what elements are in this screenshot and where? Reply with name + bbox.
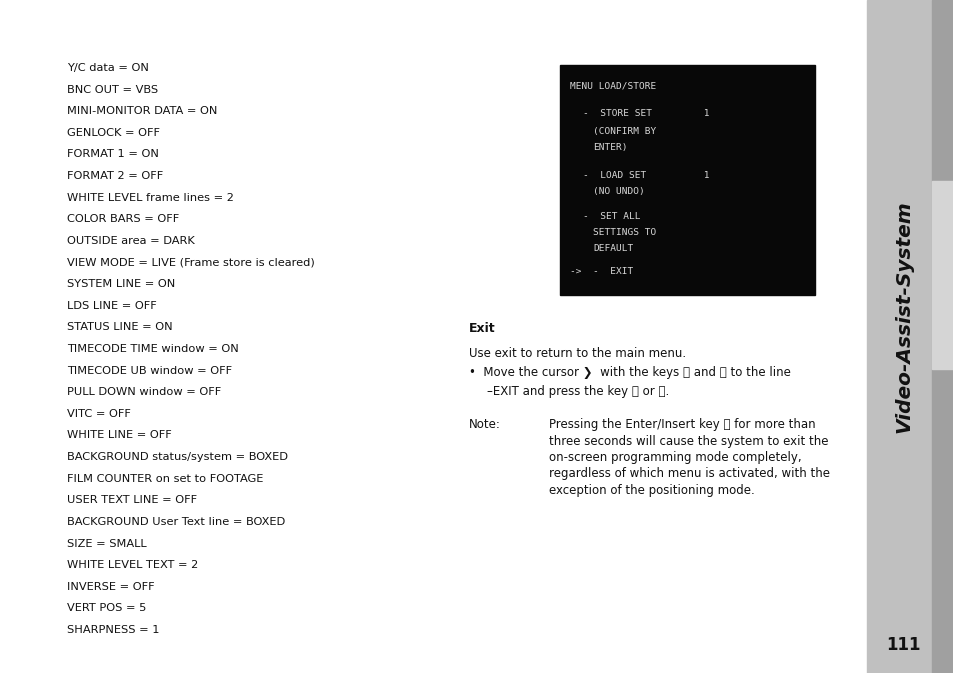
Text: BNC OUT = VBS: BNC OUT = VBS	[67, 85, 158, 95]
Text: three seconds will cause the system to exit the: three seconds will cause the system to e…	[548, 435, 827, 448]
Text: DEFAULT: DEFAULT	[593, 244, 633, 254]
Bar	[931, 181, 953, 369]
Text: •  Move the cursor ❯  with the keys ⒲ and ⒳ to the line: • Move the cursor ❯ with the keys ⒲ and …	[469, 366, 790, 379]
Text: VIEW MODE = LIVE (Frame store is cleared): VIEW MODE = LIVE (Frame store is cleared…	[67, 258, 314, 268]
Text: Y/C data = ON: Y/C data = ON	[67, 63, 149, 73]
Text: USER TEXT LINE = OFF: USER TEXT LINE = OFF	[67, 495, 197, 505]
Text: (CONFIRM BY: (CONFIRM BY	[593, 127, 656, 136]
Text: VERT POS = 5: VERT POS = 5	[67, 604, 146, 613]
Text: 111: 111	[885, 636, 920, 654]
Text: -  SET ALL: - SET ALL	[582, 212, 639, 221]
Text: VITC = OFF: VITC = OFF	[67, 409, 131, 419]
Text: WHITE LEVEL TEXT = 2: WHITE LEVEL TEXT = 2	[67, 560, 198, 570]
Bar	[559, 65, 814, 295]
Text: SYSTEM LINE = ON: SYSTEM LINE = ON	[67, 279, 175, 289]
Text: INVERSE = OFF: INVERSE = OFF	[67, 581, 154, 592]
Text: TIMECODE UB window = OFF: TIMECODE UB window = OFF	[67, 365, 232, 376]
Text: on-screen programming mode completely,: on-screen programming mode completely,	[548, 451, 801, 464]
Text: TIMECODE TIME window = ON: TIMECODE TIME window = ON	[67, 344, 238, 354]
Text: Note:: Note:	[469, 418, 500, 431]
Text: -  STORE SET         1: - STORE SET 1	[582, 109, 709, 118]
Text: PULL DOWN window = OFF: PULL DOWN window = OFF	[67, 387, 221, 397]
Text: exception of the positioning mode.: exception of the positioning mode.	[548, 484, 754, 497]
Text: FORMAT 2 = OFF: FORMAT 2 = OFF	[67, 171, 163, 181]
Text: ENTER): ENTER)	[593, 143, 627, 152]
Text: SIZE = SMALL: SIZE = SMALL	[67, 538, 147, 548]
Text: -  LOAD SET          1: - LOAD SET 1	[582, 171, 709, 180]
Text: WHITE LEVEL frame lines = 2: WHITE LEVEL frame lines = 2	[67, 192, 233, 203]
Text: MENU LOAD/STORE: MENU LOAD/STORE	[570, 81, 656, 90]
Text: Exit: Exit	[469, 322, 496, 335]
Text: MINI-MONITOR DATA = ON: MINI-MONITOR DATA = ON	[67, 106, 217, 116]
Text: –EXIT and press the key ⒴ or ⒵.: –EXIT and press the key ⒴ or ⒵.	[486, 385, 669, 398]
Text: SHARPNESS = 1: SHARPNESS = 1	[67, 625, 159, 635]
Text: COLOR BARS = OFF: COLOR BARS = OFF	[67, 214, 179, 224]
Bar	[931, 0, 953, 673]
Text: FILM COUNTER on set to FOOTAGE: FILM COUNTER on set to FOOTAGE	[67, 474, 263, 484]
Text: regardless of which menu is activated, with the: regardless of which menu is activated, w…	[548, 468, 829, 481]
Bar	[866, 0, 953, 673]
Text: BACKGROUND User Text line = BOXED: BACKGROUND User Text line = BOXED	[67, 517, 285, 527]
Text: BACKGROUND status/system = BOXED: BACKGROUND status/system = BOXED	[67, 452, 288, 462]
Text: ->  -  EXIT: -> - EXIT	[570, 267, 633, 277]
Text: OUTSIDE area = DARK: OUTSIDE area = DARK	[67, 236, 194, 246]
Text: GENLOCK = OFF: GENLOCK = OFF	[67, 128, 160, 138]
Text: SETTINGS TO: SETTINGS TO	[593, 228, 656, 238]
Text: FORMAT 1 = ON: FORMAT 1 = ON	[67, 149, 159, 160]
Text: WHITE LINE = OFF: WHITE LINE = OFF	[67, 431, 172, 440]
Text: Use exit to return to the main menu.: Use exit to return to the main menu.	[469, 347, 685, 360]
Text: (NO UNDO): (NO UNDO)	[593, 187, 644, 196]
Text: STATUS LINE = ON: STATUS LINE = ON	[67, 322, 172, 332]
Text: Pressing the Enter/Insert key Ⓣ for more than: Pressing the Enter/Insert key Ⓣ for more…	[548, 418, 815, 431]
Text: Video-Assist-System: Video-Assist-System	[893, 200, 912, 433]
Text: LDS LINE = OFF: LDS LINE = OFF	[67, 301, 156, 311]
